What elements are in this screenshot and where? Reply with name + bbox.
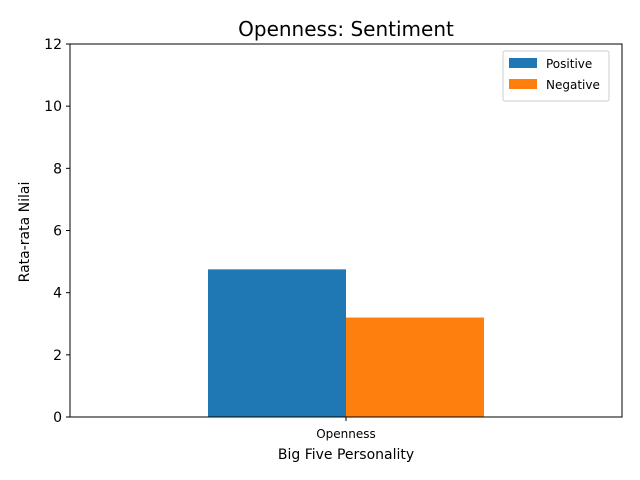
legend-label-positive: Positive xyxy=(546,57,592,71)
x-axis-title: Big Five Personality xyxy=(278,447,414,463)
x-tick-label: Openness xyxy=(316,427,376,441)
plot-area: 0 2 4 6 8 10 12 Openness Positive Negative xyxy=(44,37,623,441)
y-tick-label: 6 xyxy=(53,224,62,240)
y-tick-label: 10 xyxy=(44,99,62,115)
y-tick-label: 8 xyxy=(53,161,62,177)
y-tick-label: 12 xyxy=(44,37,62,53)
chart-title: Openness: Sentiment xyxy=(238,17,454,41)
axes-frame xyxy=(69,43,623,418)
y-axis-title: Rata-rata Nilai xyxy=(17,182,33,283)
y-tick-label: 0 xyxy=(53,410,62,426)
legend-swatch-positive xyxy=(509,58,537,68)
legend-label-negative: Negative xyxy=(546,78,600,92)
y-tick-label: 2 xyxy=(53,348,62,364)
bar-positive-openness xyxy=(208,269,346,417)
legend-swatch-negative xyxy=(509,79,537,89)
y-tick-label: 4 xyxy=(53,286,62,302)
bar-negative-openness xyxy=(346,317,484,417)
